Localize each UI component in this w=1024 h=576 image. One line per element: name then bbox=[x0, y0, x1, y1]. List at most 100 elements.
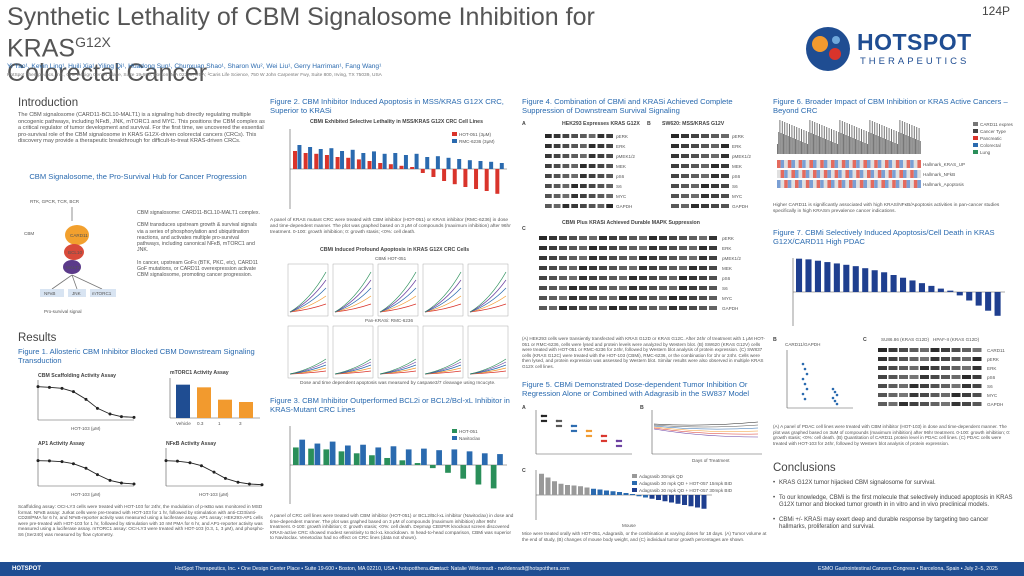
bar-1-6 bbox=[390, 446, 397, 465]
heat-cell bbox=[895, 170, 900, 178]
diagram-jnk: JNK bbox=[72, 291, 82, 296]
bar-1-17 bbox=[478, 161, 483, 169]
tumor-point bbox=[574, 429, 578, 433]
blot-band bbox=[671, 174, 679, 178]
blot-band bbox=[619, 276, 627, 280]
x-label: HOT-103 (μM) bbox=[199, 492, 229, 497]
bar-0-0 bbox=[796, 258, 803, 292]
blot-band bbox=[888, 375, 898, 379]
bar-0-15 bbox=[452, 169, 457, 185]
blot-band bbox=[562, 194, 570, 198]
expression-bar bbox=[793, 126, 795, 154]
heat-cell bbox=[892, 160, 896, 168]
band-label: pMEK1/2 bbox=[616, 154, 635, 159]
blot-band bbox=[899, 375, 908, 379]
blot-band bbox=[689, 256, 697, 260]
bar-0-4 bbox=[833, 263, 840, 292]
data-point bbox=[247, 482, 251, 486]
bar-0-5 bbox=[369, 455, 375, 465]
heat-cell bbox=[827, 160, 831, 168]
tumor-point bbox=[602, 434, 606, 438]
hub-points: CBM signalosome: CARD11-BCL10-MALT1 comp… bbox=[137, 210, 260, 279]
bar-1-10 bbox=[451, 449, 458, 465]
expression-bar bbox=[865, 131, 867, 154]
fig3-title: Figure 3. CBM Inhibitor Outperformed BCL… bbox=[270, 396, 510, 414]
bar-1-5 bbox=[375, 447, 382, 465]
blot-band bbox=[580, 134, 587, 138]
mouse-bar-9 bbox=[597, 489, 603, 495]
blot-band bbox=[549, 266, 557, 270]
expression-bar bbox=[833, 130, 835, 154]
insensitive-point bbox=[833, 399, 837, 403]
blot-band bbox=[579, 286, 587, 290]
curve-line bbox=[37, 386, 135, 418]
blot-band bbox=[699, 266, 707, 270]
time-course-line bbox=[424, 361, 462, 375]
expression-bar bbox=[904, 122, 906, 154]
expression-bar bbox=[891, 129, 892, 154]
blot-band bbox=[606, 184, 613, 188]
expression-bar bbox=[874, 122, 876, 154]
bar-0-9 bbox=[881, 272, 888, 292]
data-point bbox=[212, 470, 216, 474]
bar-1-15 bbox=[457, 159, 462, 169]
bar-0-7 bbox=[399, 460, 406, 465]
blot-band bbox=[721, 174, 729, 178]
bar-0-12 bbox=[475, 465, 482, 485]
legend-swatch bbox=[973, 122, 978, 126]
expression-bar bbox=[798, 128, 800, 154]
tumor-point bbox=[559, 419, 563, 423]
expression-bar bbox=[828, 128, 830, 154]
blot-band bbox=[930, 402, 940, 406]
heat-cell bbox=[841, 160, 846, 168]
blot-band bbox=[941, 348, 950, 352]
blot-band bbox=[701, 164, 709, 168]
blot-band bbox=[545, 144, 552, 148]
expression-bar bbox=[898, 132, 900, 154]
expression-bar bbox=[857, 140, 859, 154]
heat-cell bbox=[903, 170, 907, 178]
blot-band bbox=[553, 144, 561, 148]
heat-cell bbox=[895, 180, 900, 188]
conclusion-2: To our knowledge, CBMi is the first mole… bbox=[773, 495, 1013, 510]
blot-band bbox=[909, 384, 919, 388]
heat-cell bbox=[787, 180, 792, 188]
blot-band bbox=[930, 375, 940, 379]
blot-band bbox=[671, 134, 679, 138]
bar-0-5 bbox=[843, 264, 850, 292]
blot-band bbox=[888, 366, 898, 370]
blot-band bbox=[569, 286, 577, 290]
blot-band bbox=[962, 393, 971, 397]
blot-band bbox=[649, 306, 657, 310]
bar-1-10 bbox=[403, 155, 408, 169]
legend-label: Cancer Type bbox=[980, 129, 1006, 134]
legend-swatch bbox=[452, 139, 457, 143]
expression-bar bbox=[829, 141, 831, 154]
blot-band bbox=[699, 286, 707, 290]
expression-bar bbox=[796, 127, 798, 154]
heat-cell bbox=[802, 180, 806, 188]
heat-cell bbox=[885, 160, 889, 168]
bar-1-13 bbox=[497, 454, 503, 465]
expression-bar bbox=[845, 135, 847, 154]
blot-band bbox=[878, 393, 887, 397]
blot-band bbox=[580, 164, 587, 168]
blot-band bbox=[589, 306, 597, 310]
heat-cell bbox=[784, 170, 788, 178]
expression-bar bbox=[861, 129, 862, 154]
tumor-point bbox=[589, 429, 593, 433]
expression-bar bbox=[888, 128, 890, 154]
time-course-line bbox=[469, 303, 507, 313]
blot-band bbox=[539, 276, 547, 280]
heat-cell bbox=[777, 180, 781, 188]
mouse-bar-0 bbox=[539, 473, 544, 495]
mouse-bar-20 bbox=[669, 495, 674, 503]
footer-contact: Contact: Natalie Wildenradt - nwildenrad… bbox=[430, 566, 570, 572]
blot-band bbox=[559, 286, 567, 290]
tumor-point bbox=[555, 424, 559, 428]
heat-cell bbox=[885, 170, 889, 178]
tumor-point bbox=[619, 439, 623, 443]
band-label: ERK bbox=[616, 144, 626, 149]
expression-bar bbox=[919, 141, 921, 154]
bar-0-13 bbox=[918, 283, 925, 292]
